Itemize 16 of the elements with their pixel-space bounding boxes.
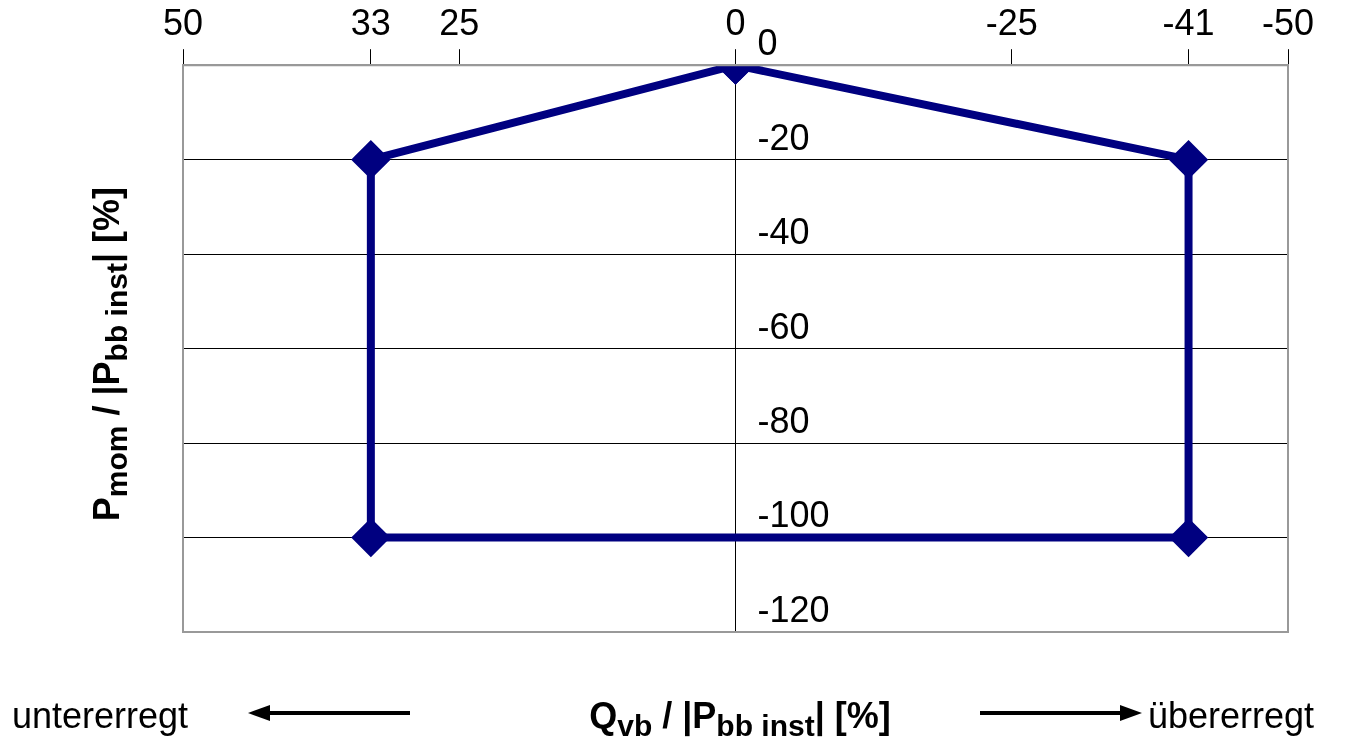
y-tick-label: -60 — [757, 305, 810, 347]
x-tick-label: 25 — [439, 1, 480, 43]
text: übererregt — [1148, 695, 1315, 737]
y-tick-label: -80 — [757, 399, 810, 441]
x-tick-label: -25 — [985, 1, 1038, 43]
x-tick-label: 0 — [725, 1, 746, 43]
x-axis-title: Q$_{vb}$ / |P$_{bb inst}$| [%] — [588, 695, 892, 744]
y-tick-label: -20 — [757, 116, 810, 158]
text: untererregt — [12, 695, 189, 737]
x-tick-label: 33 — [350, 1, 391, 43]
y-tick-label: -100 — [757, 494, 830, 536]
y-tick-label: -120 — [757, 588, 830, 630]
x-tick-label: -50 — [1261, 1, 1315, 43]
y-tick-label: -40 — [757, 211, 810, 253]
x-tick-label: -41 — [1162, 1, 1215, 43]
x-tick-label: 50 — [162, 1, 204, 43]
